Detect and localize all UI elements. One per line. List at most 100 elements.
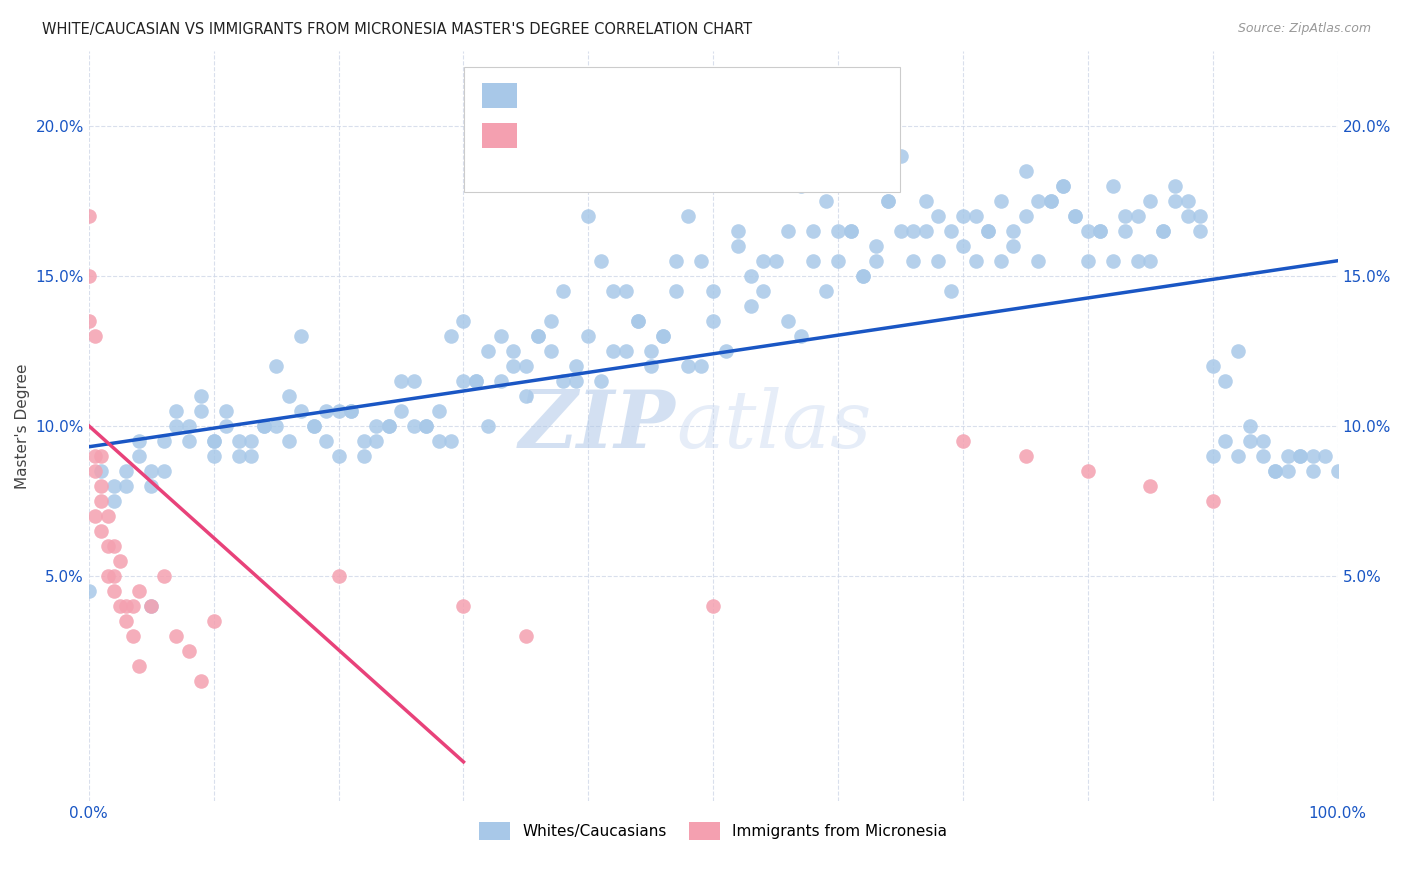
Point [1014, 163, 1036, 178]
Text: ZIP: ZIP [519, 387, 676, 465]
Point [602, 284, 624, 298]
Point [965, 253, 987, 268]
Point [177, 644, 200, 658]
Point [877, 194, 900, 208]
Point [914, 224, 936, 238]
Point [852, 268, 875, 283]
Point [465, 374, 488, 388]
Point [315, 434, 337, 448]
Point [678, 359, 700, 373]
Point [152, 434, 174, 448]
Point [290, 328, 312, 343]
Point [901, 224, 924, 238]
Point [1202, 359, 1225, 373]
Point [515, 629, 537, 643]
Point [1315, 449, 1337, 463]
Point [689, 253, 711, 268]
Point [1026, 194, 1049, 208]
Point [90, 493, 112, 508]
Point [965, 209, 987, 223]
Point [977, 224, 1000, 238]
Point [1002, 238, 1025, 252]
Point [890, 149, 912, 163]
Point [890, 224, 912, 238]
Point [515, 389, 537, 403]
Point [553, 374, 575, 388]
Point [290, 404, 312, 418]
Point [752, 253, 775, 268]
Point [1239, 418, 1261, 433]
Point [121, 629, 143, 643]
Point [190, 404, 212, 418]
Point [1277, 464, 1299, 478]
Point [177, 434, 200, 448]
Point [152, 464, 174, 478]
Point [652, 328, 675, 343]
Point [789, 178, 811, 193]
Point [215, 404, 238, 418]
Point [865, 238, 887, 252]
Point [865, 253, 887, 268]
Point [877, 194, 900, 208]
Point [108, 554, 131, 568]
Point [77, 209, 100, 223]
Point [90, 479, 112, 493]
Point [727, 224, 749, 238]
Point [1039, 194, 1062, 208]
Point [90, 449, 112, 463]
Point [108, 599, 131, 613]
Point [565, 374, 588, 388]
Point [277, 389, 299, 403]
Point [489, 374, 512, 388]
Point [1289, 449, 1312, 463]
Point [1226, 343, 1249, 358]
Point [141, 599, 163, 613]
Point [1139, 194, 1161, 208]
Point [84, 464, 107, 478]
Point [1289, 449, 1312, 463]
Point [540, 343, 562, 358]
Point [128, 434, 150, 448]
Point [1126, 253, 1149, 268]
Point [202, 614, 225, 628]
Point [103, 539, 125, 553]
Point [1215, 434, 1237, 448]
Point [990, 253, 1012, 268]
Point [702, 284, 724, 298]
Point [453, 374, 475, 388]
Point [1239, 434, 1261, 448]
Point [128, 658, 150, 673]
Point [1177, 209, 1199, 223]
Text: WHITE/CAUCASIAN VS IMMIGRANTS FROM MICRONESIA MASTER'S DEGREE CORRELATION CHART: WHITE/CAUCASIAN VS IMMIGRANTS FROM MICRO… [42, 22, 752, 37]
Point [202, 449, 225, 463]
Point [377, 418, 399, 433]
Point [1052, 178, 1074, 193]
Point [1090, 224, 1112, 238]
Text: R =  0.579   N = 200: R = 0.579 N = 200 [527, 87, 700, 104]
Point [927, 253, 949, 268]
Point [502, 359, 524, 373]
Point [1264, 464, 1286, 478]
Point [1189, 224, 1212, 238]
Point [264, 418, 287, 433]
Point [827, 224, 849, 238]
Point [353, 449, 375, 463]
Point [96, 569, 118, 583]
Point [1251, 434, 1274, 448]
Point [602, 343, 624, 358]
Point [90, 524, 112, 538]
Point [77, 583, 100, 598]
Point [901, 253, 924, 268]
Point [1152, 224, 1174, 238]
Point [627, 314, 650, 328]
Point [115, 599, 138, 613]
Point [977, 224, 1000, 238]
Point [1164, 194, 1187, 208]
Point [927, 209, 949, 223]
Point [202, 434, 225, 448]
Point [277, 434, 299, 448]
Point [228, 434, 250, 448]
Text: atlas: atlas [676, 387, 872, 465]
Point [115, 479, 138, 493]
Point [1077, 253, 1099, 268]
